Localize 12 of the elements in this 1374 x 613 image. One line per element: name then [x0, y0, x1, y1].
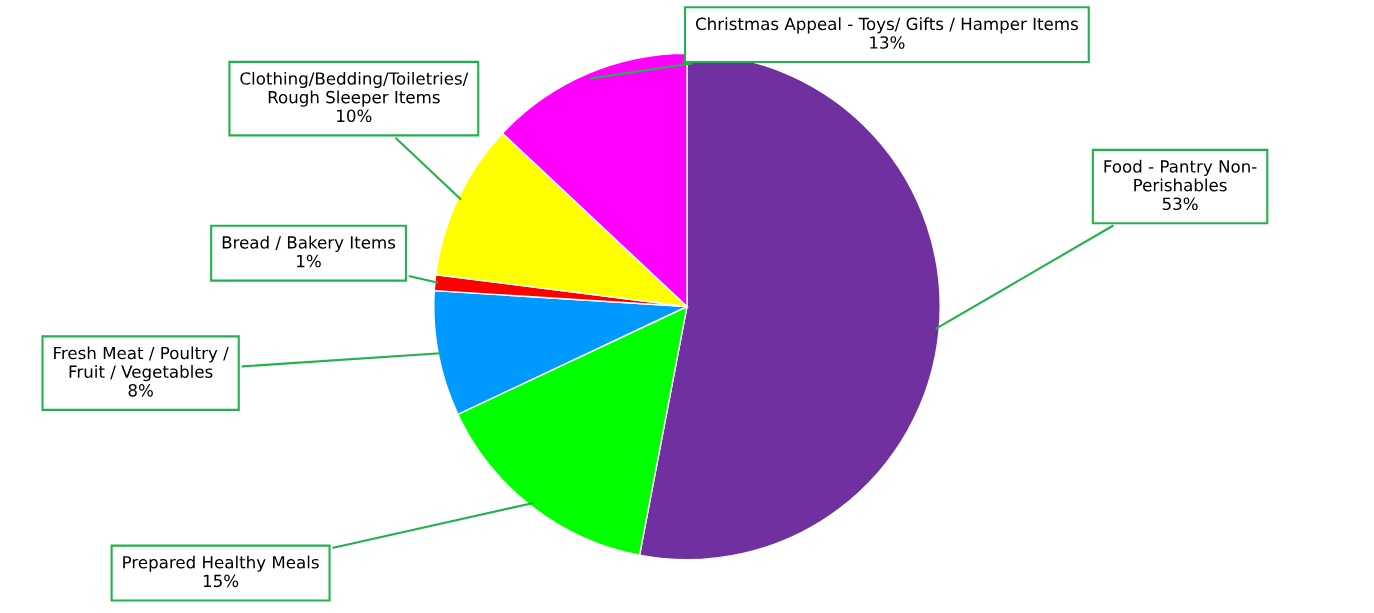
slice-label: Prepared Healthy Meals — [123, 555, 319, 572]
data-label: 13% — [870, 36, 905, 49]
data-label: 1% — [297, 254, 321, 268]
slice-label: Clothing/Bedding/Toiletries/ Rough Sleeper Items — [240, 71, 469, 107]
data-label: 15% — [203, 574, 239, 588]
data-label: 8% — [128, 384, 153, 397]
slice-label: Christmas Appeal - Toys/ Gifts / Hamper Items — [695, 17, 1078, 34]
data-label: 53% — [1162, 197, 1198, 211]
slice-label: Food - Pantry Non- Perishables — [1104, 159, 1257, 192]
data-label: 10% — [337, 109, 372, 123]
slice-label: Fresh Meat / Poultry / Fruit / Vegetables — [54, 346, 229, 382]
slice-label: Bread / Bakery Items — [222, 235, 396, 252]
